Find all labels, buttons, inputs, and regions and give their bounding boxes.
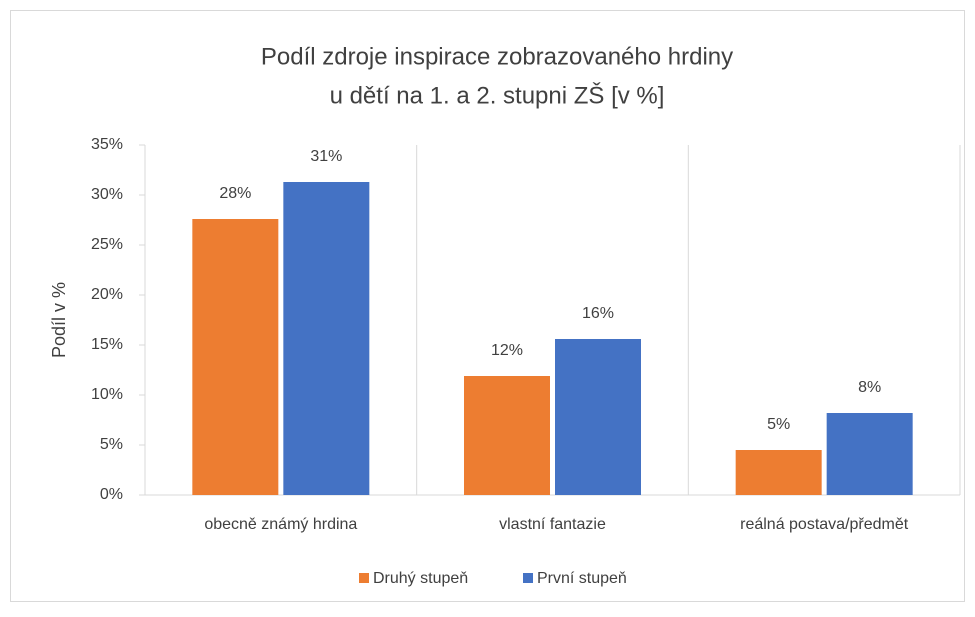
- legend-swatch: [523, 573, 533, 583]
- y-tick-label: 0%: [100, 486, 123, 503]
- bar: [735, 450, 822, 495]
- y-tick-label: 25%: [91, 236, 123, 253]
- value-label: 16%: [582, 305, 614, 322]
- bar: [826, 413, 913, 495]
- y-tick-label: 30%: [91, 186, 123, 203]
- y-tick-label: 35%: [91, 136, 123, 153]
- x-tick-label: reálná postava/předmět: [740, 516, 909, 533]
- bar: [192, 219, 279, 495]
- chart-title: u dětí na 1. a 2. stupni ZŠ [v %]: [330, 81, 665, 109]
- y-tick-label: 15%: [91, 336, 123, 353]
- y-tick-label: 20%: [91, 286, 123, 303]
- x-tick-label: obecně známý hrdina: [204, 516, 357, 533]
- chart-border: [10, 10, 965, 602]
- bar: [555, 339, 641, 495]
- x-tick-label: vlastní fantazie: [499, 516, 606, 533]
- legend-label: Druhý stupeň: [373, 570, 468, 587]
- legend-swatch: [359, 573, 369, 583]
- bar: [283, 182, 370, 495]
- value-label: 8%: [858, 379, 881, 396]
- chart-title: Podíl zdroje inspirace zobrazovaného hrd…: [261, 43, 733, 70]
- legend-label: První stupeň: [537, 570, 627, 587]
- bar: [464, 376, 550, 495]
- value-label: 28%: [219, 185, 251, 202]
- value-label: 12%: [491, 342, 523, 359]
- y-tick-label: 5%: [100, 436, 123, 453]
- y-axis-label: Podíl v %: [49, 282, 69, 358]
- y-tick-label: 10%: [91, 386, 123, 403]
- value-label: 5%: [767, 416, 790, 433]
- value-label: 31%: [310, 148, 342, 165]
